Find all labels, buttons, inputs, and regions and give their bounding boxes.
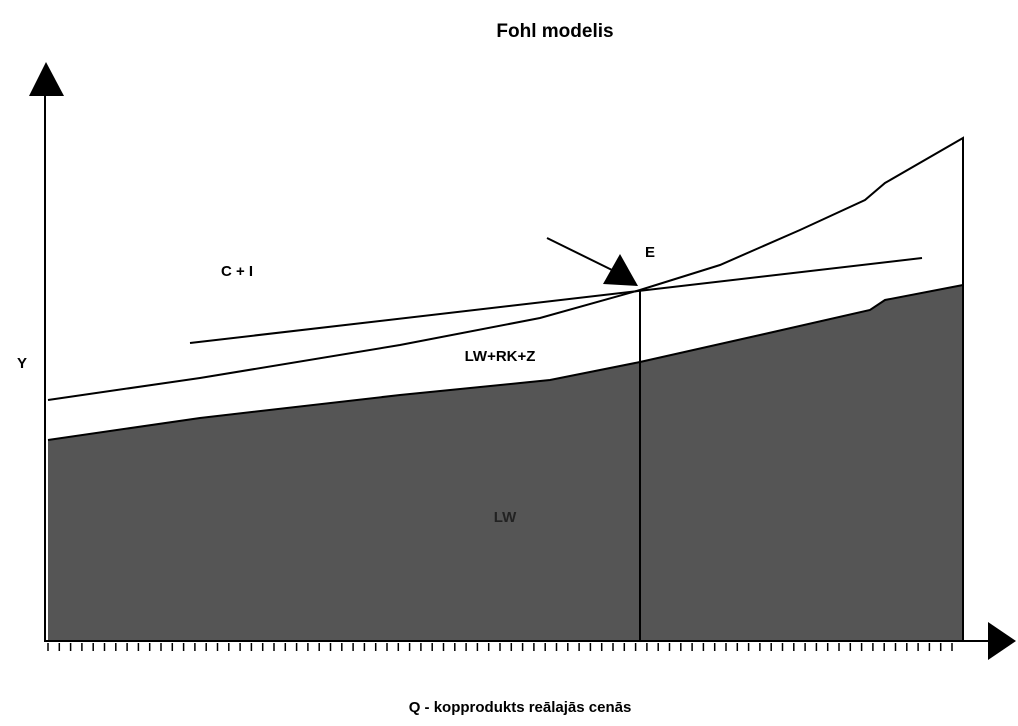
- x-axis-label: Q - kopprodukts reālajās cenās: [409, 699, 632, 716]
- ci-line: [189, 257, 923, 344]
- e-arrowhead: [603, 254, 638, 286]
- x-arrowhead: [988, 622, 1016, 660]
- y-arrowhead: [29, 62, 64, 96]
- lw-label: LW: [494, 509, 517, 526]
- y-axis-label: Y: [17, 355, 27, 372]
- lw-area: [48, 285, 963, 640]
- ci-label: C + I: [221, 263, 253, 280]
- e-arrow: [546, 237, 613, 271]
- lwrkz-label: LW+RK+Z: [465, 348, 536, 365]
- lwrkz-curve: [47, 136, 964, 640]
- x-ticks: [47, 643, 953, 651]
- title: Fohl modelis: [496, 21, 613, 42]
- e-label: E: [645, 244, 655, 261]
